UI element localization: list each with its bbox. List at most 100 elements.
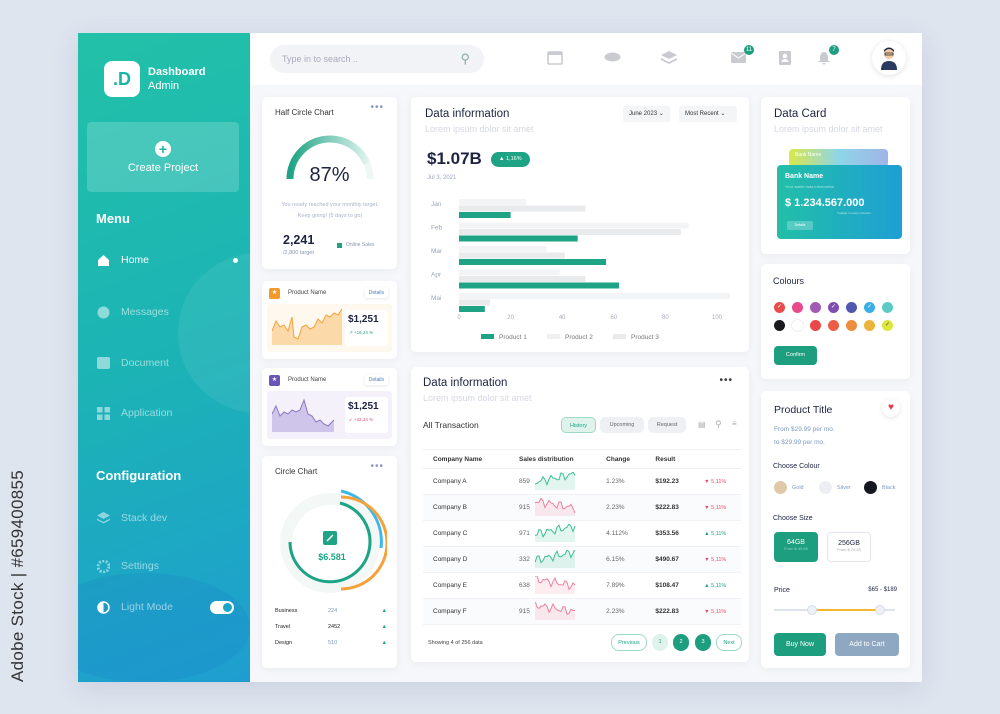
company-name: Company B — [423, 494, 510, 521]
bell-icon[interactable]: 7 — [816, 45, 839, 65]
sidebar-item-home[interactable]: Home — [96, 253, 238, 267]
price-slider[interactable] — [774, 605, 895, 615]
sidebar-item-stack-dev[interactable]: Stack dev — [96, 511, 236, 525]
product-name: Product Name — [288, 290, 327, 296]
bank-card[interactable]: Bank Name Your wallet data information $… — [777, 165, 902, 239]
layers-icon[interactable] — [661, 51, 677, 65]
slider-handle-max[interactable] — [875, 605, 885, 615]
mail-badge: 11 — [744, 45, 754, 55]
colour-swatch[interactable] — [774, 320, 785, 331]
table-row[interactable]: Company A 859 1.23% $192.23 ▼ 5,11% — [423, 468, 741, 495]
search-placeholder: Type in to search .. — [282, 54, 359, 64]
sort-dropdown[interactable]: Most Recent ⌄ — [679, 106, 737, 122]
colour-option-silver[interactable]: Silver — [819, 481, 851, 494]
more-options-icon[interactable]: ••• — [370, 102, 384, 113]
sidebar-item-label: Light Mode — [121, 601, 173, 613]
sidebar-item-settings[interactable]: Settings — [96, 559, 236, 573]
bank-name: Bank Name — [785, 173, 824, 180]
table-row[interactable]: Company B 915 2.23% $222.83 ▼ 5,11% — [423, 494, 741, 521]
details-button[interactable]: Details — [365, 375, 388, 385]
size-option-256gb[interactable]: 256GB From $ 79,59 — [827, 532, 871, 562]
product-name: Product Name — [288, 377, 327, 383]
search-input[interactable]: Type in to search .. ⚲ — [270, 45, 484, 73]
size-option-64gb[interactable]: 64GB From $ 49,59 — [774, 532, 818, 562]
calendar-icon[interactable]: ▤ — [698, 420, 706, 429]
light-mode-toggle[interactable] — [210, 600, 234, 614]
create-project-button[interactable]: + Create Project — [87, 122, 239, 192]
colour-option-black[interactable]: Black — [864, 481, 895, 494]
add-to-cart-button[interactable]: Add to Cart — [835, 633, 899, 656]
page-2-button[interactable]: 2 — [673, 634, 689, 651]
search-icon[interactable]: ⚲ — [715, 419, 722, 429]
month-dropdown[interactable]: June 2023 ⌄ — [623, 106, 670, 122]
details-button[interactable]: Details — [365, 288, 388, 298]
change-value: 4.112% — [596, 520, 646, 547]
result-value: $222.83 — [645, 494, 695, 521]
card-title: Circle Chart — [275, 467, 318, 476]
star-icon: ★ — [269, 288, 280, 299]
sidebar-item-application[interactable]: Application — [96, 406, 236, 420]
column-header: Change — [596, 449, 646, 469]
bank-details-button[interactable]: Details — [787, 221, 813, 230]
table-row[interactable]: Company F 915 2.23% $222.83 ▼ 5,11% — [423, 598, 741, 625]
sales-value: 915 — [509, 598, 536, 625]
search-icon[interactable]: ⚲ — [460, 51, 470, 66]
colour-swatch[interactable] — [882, 302, 893, 313]
total-amount: $1.07B — [427, 149, 482, 168]
colour-swatch[interactable] — [846, 320, 857, 331]
colour-swatch[interactable] — [846, 302, 857, 313]
colour-option-gold[interactable]: Gold — [774, 481, 804, 494]
tab-history[interactable]: History — [561, 417, 596, 433]
heart-icon[interactable]: ♥ — [882, 399, 900, 417]
brand-subtitle: Admin — [148, 80, 180, 92]
bar-product-1 — [459, 212, 511, 218]
choose-size-label: Choose Size — [773, 515, 813, 522]
more-options-icon[interactable]: ••• — [370, 461, 384, 472]
avatar[interactable] — [872, 41, 906, 75]
product-card: ★ Product Name Details $1,251 ↗ +16,24 % — [262, 281, 397, 359]
browser-icon[interactable] — [547, 51, 563, 65]
contacts-icon[interactable] — [777, 51, 793, 65]
confirm-button[interactable]: Confirm — [774, 346, 817, 365]
table-row[interactable]: Company E 638 7.89% $108.47 ▲ 5,11% — [423, 572, 741, 599]
colour-swatch[interactable]: ✓ — [882, 320, 893, 331]
tab-request[interactable]: Request — [648, 417, 686, 433]
colour-swatch[interactable]: ✓ — [828, 302, 839, 313]
coin-icon[interactable] — [604, 51, 621, 65]
sidebar-item-light-mode: Light Mode — [96, 600, 242, 614]
slider-handle-min[interactable] — [807, 605, 817, 615]
section-label: All Transaction — [423, 420, 479, 430]
card-title: Data information — [423, 377, 508, 389]
colour-swatch[interactable] — [810, 302, 821, 313]
page-1-button[interactable]: 1 — [652, 634, 668, 651]
next-button[interactable]: Next — [716, 634, 742, 651]
product-card: Product Title ♥ From $29.99 per mo. to $2… — [761, 391, 910, 668]
colour-swatch[interactable] — [792, 320, 803, 331]
colour-swatch[interactable] — [828, 320, 839, 331]
mail-icon[interactable]: 11 — [730, 45, 754, 65]
menu-heading: Menu — [96, 211, 130, 226]
delta: ▲ 5,11% — [694, 572, 741, 599]
colour-swatch[interactable] — [792, 302, 803, 313]
more-options-icon[interactable]: ••• — [719, 375, 733, 386]
legend-online-sales: Online Sales — [337, 242, 374, 248]
bar-product-1 — [459, 259, 607, 265]
buy-now-button[interactable]: Buy Now — [774, 633, 826, 656]
previous-button[interactable]: Previous — [611, 634, 647, 651]
colour-swatch[interactable] — [864, 320, 875, 331]
colour-swatch[interactable] — [810, 320, 821, 331]
sales-sparkline — [534, 522, 576, 542]
colour-swatch[interactable]: ✓ — [774, 302, 785, 313]
colour-swatch[interactable]: ✓ — [864, 302, 875, 313]
bar-product-2 — [459, 269, 560, 276]
grid-icon — [96, 406, 110, 420]
sidebar-item-messages[interactable]: Messages — [96, 305, 236, 319]
table-row[interactable]: Company C 971 4.112% $353.56 ▲ 5,11% — [423, 520, 741, 547]
filter-icon[interactable]: ≡ — [732, 419, 737, 428]
sidebar-item-document[interactable]: Document — [96, 356, 236, 370]
category-label: Mar — [431, 248, 443, 255]
company-name: Company C — [423, 520, 510, 547]
table-row[interactable]: Company D 332 6.15% $490.67 ▼ 5,11% — [423, 546, 741, 573]
page-3-button[interactable]: 3 — [695, 634, 711, 651]
tab-upcoming[interactable]: Upcoming — [600, 417, 644, 433]
